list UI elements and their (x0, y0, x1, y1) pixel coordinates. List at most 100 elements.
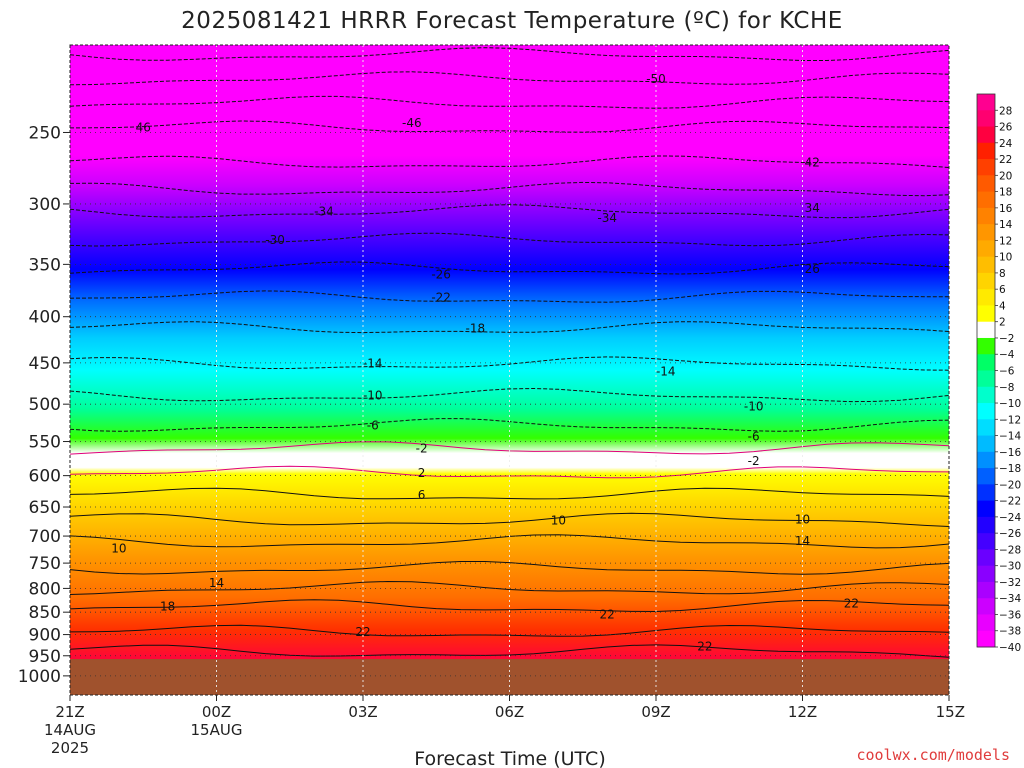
colorbar-swatch (977, 516, 995, 534)
colorbar-label: 22 (999, 154, 1012, 166)
y-tick-label: 550 (29, 433, 61, 453)
colorbar-swatch (977, 435, 995, 453)
colorbar-label: −10 (999, 398, 1021, 410)
contour-label: 2 (418, 466, 426, 480)
colorbar-swatch (977, 419, 995, 437)
colorbar-swatch (977, 500, 995, 518)
colorbar-swatch (977, 175, 995, 193)
colorbar-label: −26 (999, 528, 1021, 540)
y-tick-label: 700 (29, 527, 61, 547)
colorbar-swatch (977, 289, 995, 306)
contour-label: 22 (600, 607, 615, 621)
colorbar-label: −4 (999, 349, 1015, 361)
contour-label: 6 (418, 488, 426, 502)
colorbar-label: 24 (999, 138, 1013, 150)
contour-label: -2 (748, 454, 760, 468)
colorbar-label: 28 (999, 105, 1012, 117)
y-tick-label: 1000 (18, 667, 61, 687)
y-tick-label: 600 (29, 467, 61, 487)
y-tick-label: 450 (29, 354, 61, 374)
contour-label: 22 (355, 625, 370, 639)
contour-label: -6 (367, 419, 379, 433)
colorbar-label: 10 (999, 252, 1012, 264)
colorbar-label: −12 (999, 414, 1021, 426)
x-tick-sublabel: 15AUG (191, 721, 243, 739)
colorbar-swatch (977, 565, 995, 583)
colorbar-label: −40 (999, 642, 1021, 654)
contour-label: 10 (795, 512, 810, 526)
colorbar-swatch (977, 598, 995, 615)
colorbar-swatch (977, 110, 995, 128)
x-tick-label: 21Z (55, 703, 84, 721)
colorbar-label: 14 (999, 219, 1013, 231)
contour-label: -30 (265, 233, 285, 247)
contour-label: -34 (314, 205, 334, 219)
colorbar-swatch (977, 468, 995, 485)
colorbar-label: −24 (999, 512, 1021, 524)
colorbar-swatch (977, 370, 995, 388)
colorbar-swatch (977, 94, 995, 111)
x-tick-label: 15Z (936, 703, 965, 721)
colorbar-label: 20 (999, 170, 1012, 182)
colorbar-swatch (977, 403, 995, 420)
colorbar-swatch (977, 581, 995, 599)
y-tick-label: 950 (29, 647, 61, 667)
colorbar-label: −34 (999, 593, 1021, 605)
y-tick-label: 350 (29, 255, 61, 275)
colorbar-swatch (977, 126, 995, 144)
colorbar-swatch (977, 614, 995, 632)
colorbar-label: −8 (999, 382, 1014, 394)
y-tick-label: 750 (29, 554, 61, 574)
contour-label: 22 (697, 640, 712, 654)
contour-label: 18 (160, 600, 175, 614)
colorbar-swatch (977, 354, 995, 371)
y-tick-label: 300 (29, 195, 61, 215)
colorbar-label: −30 (999, 561, 1021, 573)
contour-label: 14 (209, 576, 224, 590)
contour-label: -14 (363, 357, 383, 371)
colorbar-label: 12 (999, 235, 1012, 247)
colorbar-swatch (977, 159, 995, 176)
colorbar-swatch (977, 337, 995, 355)
colorbar-label: 26 (999, 122, 1013, 134)
colorbar-swatch (977, 484, 995, 502)
colorbar-swatch (977, 630, 995, 648)
colorbar-swatch (977, 533, 995, 550)
colorbar-swatch (977, 386, 995, 404)
colorbar-label: −2 (999, 333, 1014, 345)
colorbar-swatch (977, 321, 995, 339)
x-axis-label: Forecast Time (UTC) (414, 748, 605, 768)
colorbar: 28 26 24 22 20 18 16 14 12 10 8 6 4 2 −2 −4 −6 −8 −10 −12 −1… (976, 93, 1021, 654)
credit-text: coolwx.com/models (856, 746, 1010, 764)
colorbar-swatch (977, 549, 995, 567)
contour-label: -2 (416, 442, 428, 456)
x-tick-sublabel: 2025 (51, 739, 89, 757)
y-tick-label: 850 (29, 603, 61, 623)
contour-label: -6 (748, 430, 760, 444)
colorbar-swatch (977, 224, 995, 241)
contour-line (69, 321, 950, 334)
contour-label: 26 (805, 262, 820, 276)
contour-label: 10 (111, 542, 126, 556)
colorbar-label: 4 (999, 300, 1006, 312)
colorbar-label: −38 (999, 626, 1021, 638)
contour-label: -50 (646, 72, 666, 86)
x-tick-label: 09Z (641, 703, 670, 721)
colorbar-label: 6 (999, 284, 1006, 296)
grid-lines (70, 45, 949, 695)
contour-label: -14 (656, 364, 676, 378)
colorbar-label: −32 (999, 577, 1021, 589)
contour-label: 10 (551, 514, 566, 528)
y-tick-label: 800 (29, 579, 61, 599)
colorbar-swatch (977, 142, 995, 160)
contour-label: -46 (402, 116, 422, 130)
contour-label: -26 (431, 267, 451, 281)
contour-label: 34 (805, 201, 820, 215)
colorbar-label: 8 (999, 268, 1006, 280)
contour-label: -10 (363, 388, 383, 402)
colorbar-swatch (977, 240, 995, 258)
